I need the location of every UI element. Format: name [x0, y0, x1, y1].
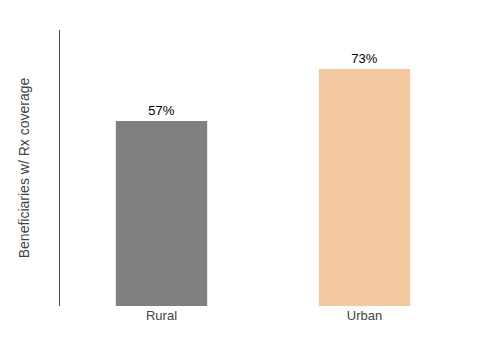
svg-text:Rural: Rural [146, 308, 177, 323]
svg-text:Urban: Urban [347, 308, 382, 323]
svg-text:73%: 73% [351, 51, 377, 66]
svg-text:57%: 57% [148, 103, 174, 118]
svg-text:Beneficiaries w/ Rx coverage: Beneficiaries w/ Rx coverage [16, 78, 32, 259]
